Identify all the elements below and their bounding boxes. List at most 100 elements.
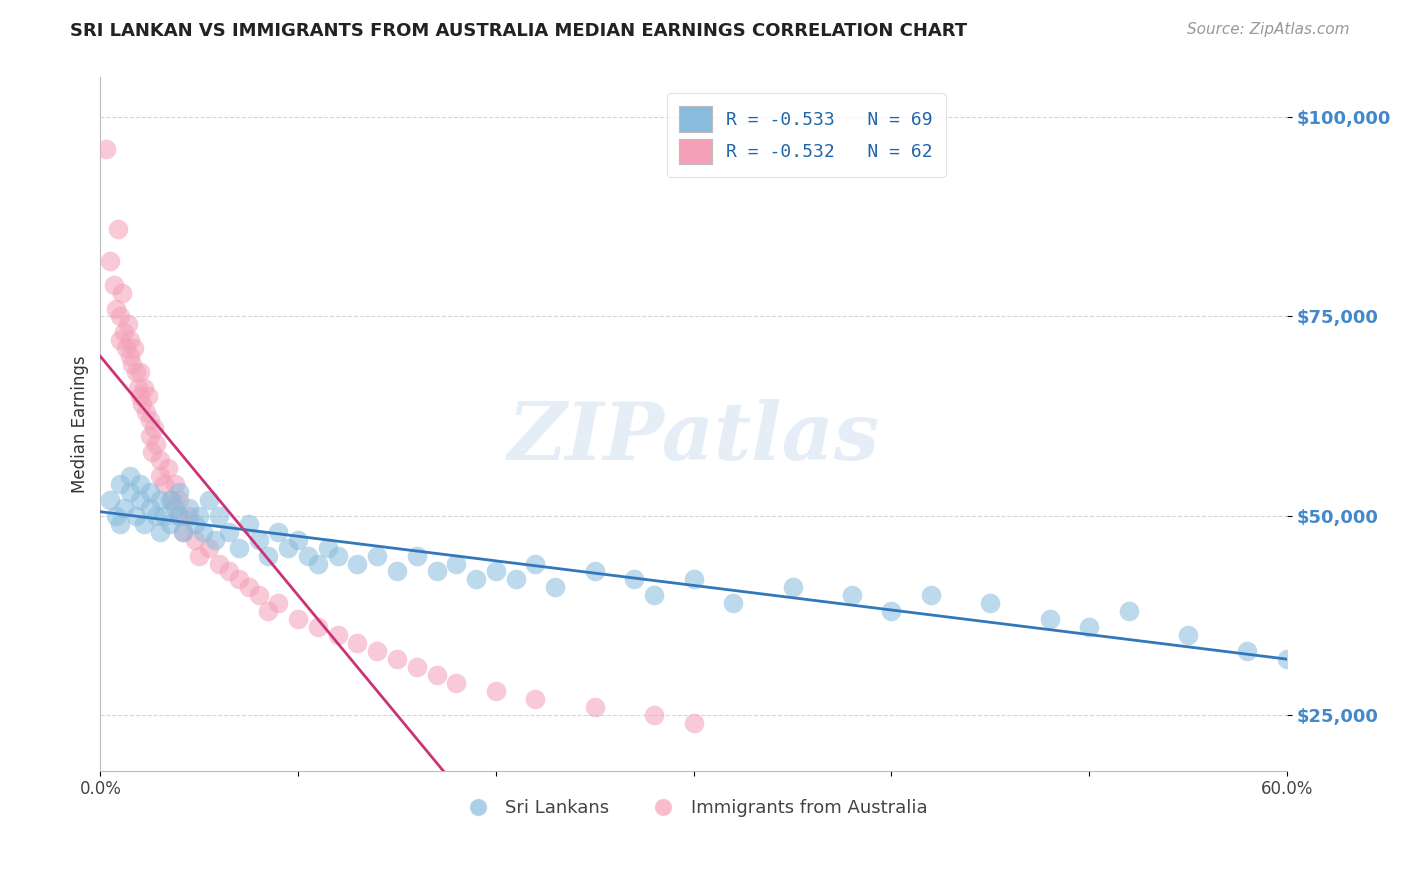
Point (193, 524, 215, 539)
Point (920, 588, 942, 602)
Point (145, 437, 167, 451)
Point (169, 508, 191, 523)
Point (287, 533, 309, 547)
Point (135, 405, 157, 419)
Point (118, 349, 141, 363)
Point (108, 476, 131, 491)
Point (583, 700, 606, 714)
Point (307, 557, 329, 571)
Point (184, 516, 207, 531)
Point (267, 524, 290, 539)
Point (169, 492, 191, 507)
Point (326, 628, 349, 642)
Point (257, 549, 280, 563)
Point (208, 508, 231, 523)
Point (643, 707, 665, 722)
Point (159, 492, 181, 507)
Point (118, 484, 141, 499)
Point (139, 484, 162, 499)
Point (179, 500, 201, 515)
Point (198, 492, 221, 507)
Point (841, 588, 863, 602)
Point (188, 508, 211, 523)
Point (141, 445, 163, 459)
Point (132, 381, 155, 395)
Point (643, 588, 665, 602)
Point (118, 468, 141, 483)
Point (108, 516, 131, 531)
Point (142, 421, 165, 435)
Point (277, 541, 299, 555)
Point (721, 596, 744, 610)
Point (524, 692, 547, 706)
Point (979, 596, 1001, 610)
Point (505, 573, 527, 587)
Point (1118, 604, 1140, 618)
Point (125, 508, 148, 523)
Point (149, 492, 172, 507)
Point (682, 573, 704, 587)
Point (425, 565, 447, 579)
Point (139, 500, 162, 515)
Point (1039, 612, 1062, 626)
Point (238, 516, 260, 531)
Point (307, 620, 329, 634)
Text: Source: ZipAtlas.com: Source: ZipAtlas.com (1187, 22, 1350, 37)
Point (136, 389, 159, 403)
Point (1078, 620, 1101, 634)
Point (112, 500, 135, 515)
Point (108, 310, 131, 324)
Point (139, 413, 162, 427)
Point (208, 557, 231, 571)
Point (169, 508, 191, 523)
Point (169, 484, 191, 499)
Point (160, 492, 183, 507)
Point (385, 565, 408, 579)
Point (149, 524, 172, 539)
Point (129, 365, 152, 379)
Point (105, 508, 128, 523)
Point (118, 334, 141, 348)
Legend: Sri Lankans, Immigrants from Australia: Sri Lankans, Immigrants from Australia (453, 791, 935, 824)
Point (152, 508, 174, 523)
Point (485, 684, 508, 698)
Point (346, 557, 368, 571)
Point (122, 342, 145, 356)
Point (385, 652, 408, 666)
Point (583, 565, 606, 579)
Point (405, 549, 427, 563)
Point (103, 277, 125, 292)
Point (172, 524, 194, 539)
Point (1177, 628, 1199, 642)
Y-axis label: Median Earnings: Median Earnings (72, 355, 89, 493)
Point (172, 524, 194, 539)
Point (267, 596, 290, 610)
Point (218, 565, 240, 579)
Point (1236, 644, 1258, 658)
Point (446, 557, 468, 571)
Point (880, 604, 903, 618)
Point (623, 573, 645, 587)
Point (111, 285, 134, 300)
Point (544, 581, 567, 595)
Point (179, 508, 201, 523)
Point (297, 549, 319, 563)
Point (149, 468, 172, 483)
Point (131, 397, 153, 411)
Point (425, 668, 447, 682)
Point (218, 524, 240, 539)
Point (366, 549, 388, 563)
Point (129, 389, 152, 403)
Point (465, 573, 488, 587)
Point (316, 541, 339, 555)
Point (1275, 652, 1298, 666)
Point (326, 549, 349, 563)
Point (204, 533, 226, 547)
Point (121, 357, 143, 371)
Point (524, 557, 547, 571)
Point (98, 492, 121, 507)
Point (112, 326, 135, 340)
Point (132, 516, 155, 531)
Point (257, 604, 280, 618)
Point (129, 492, 152, 507)
